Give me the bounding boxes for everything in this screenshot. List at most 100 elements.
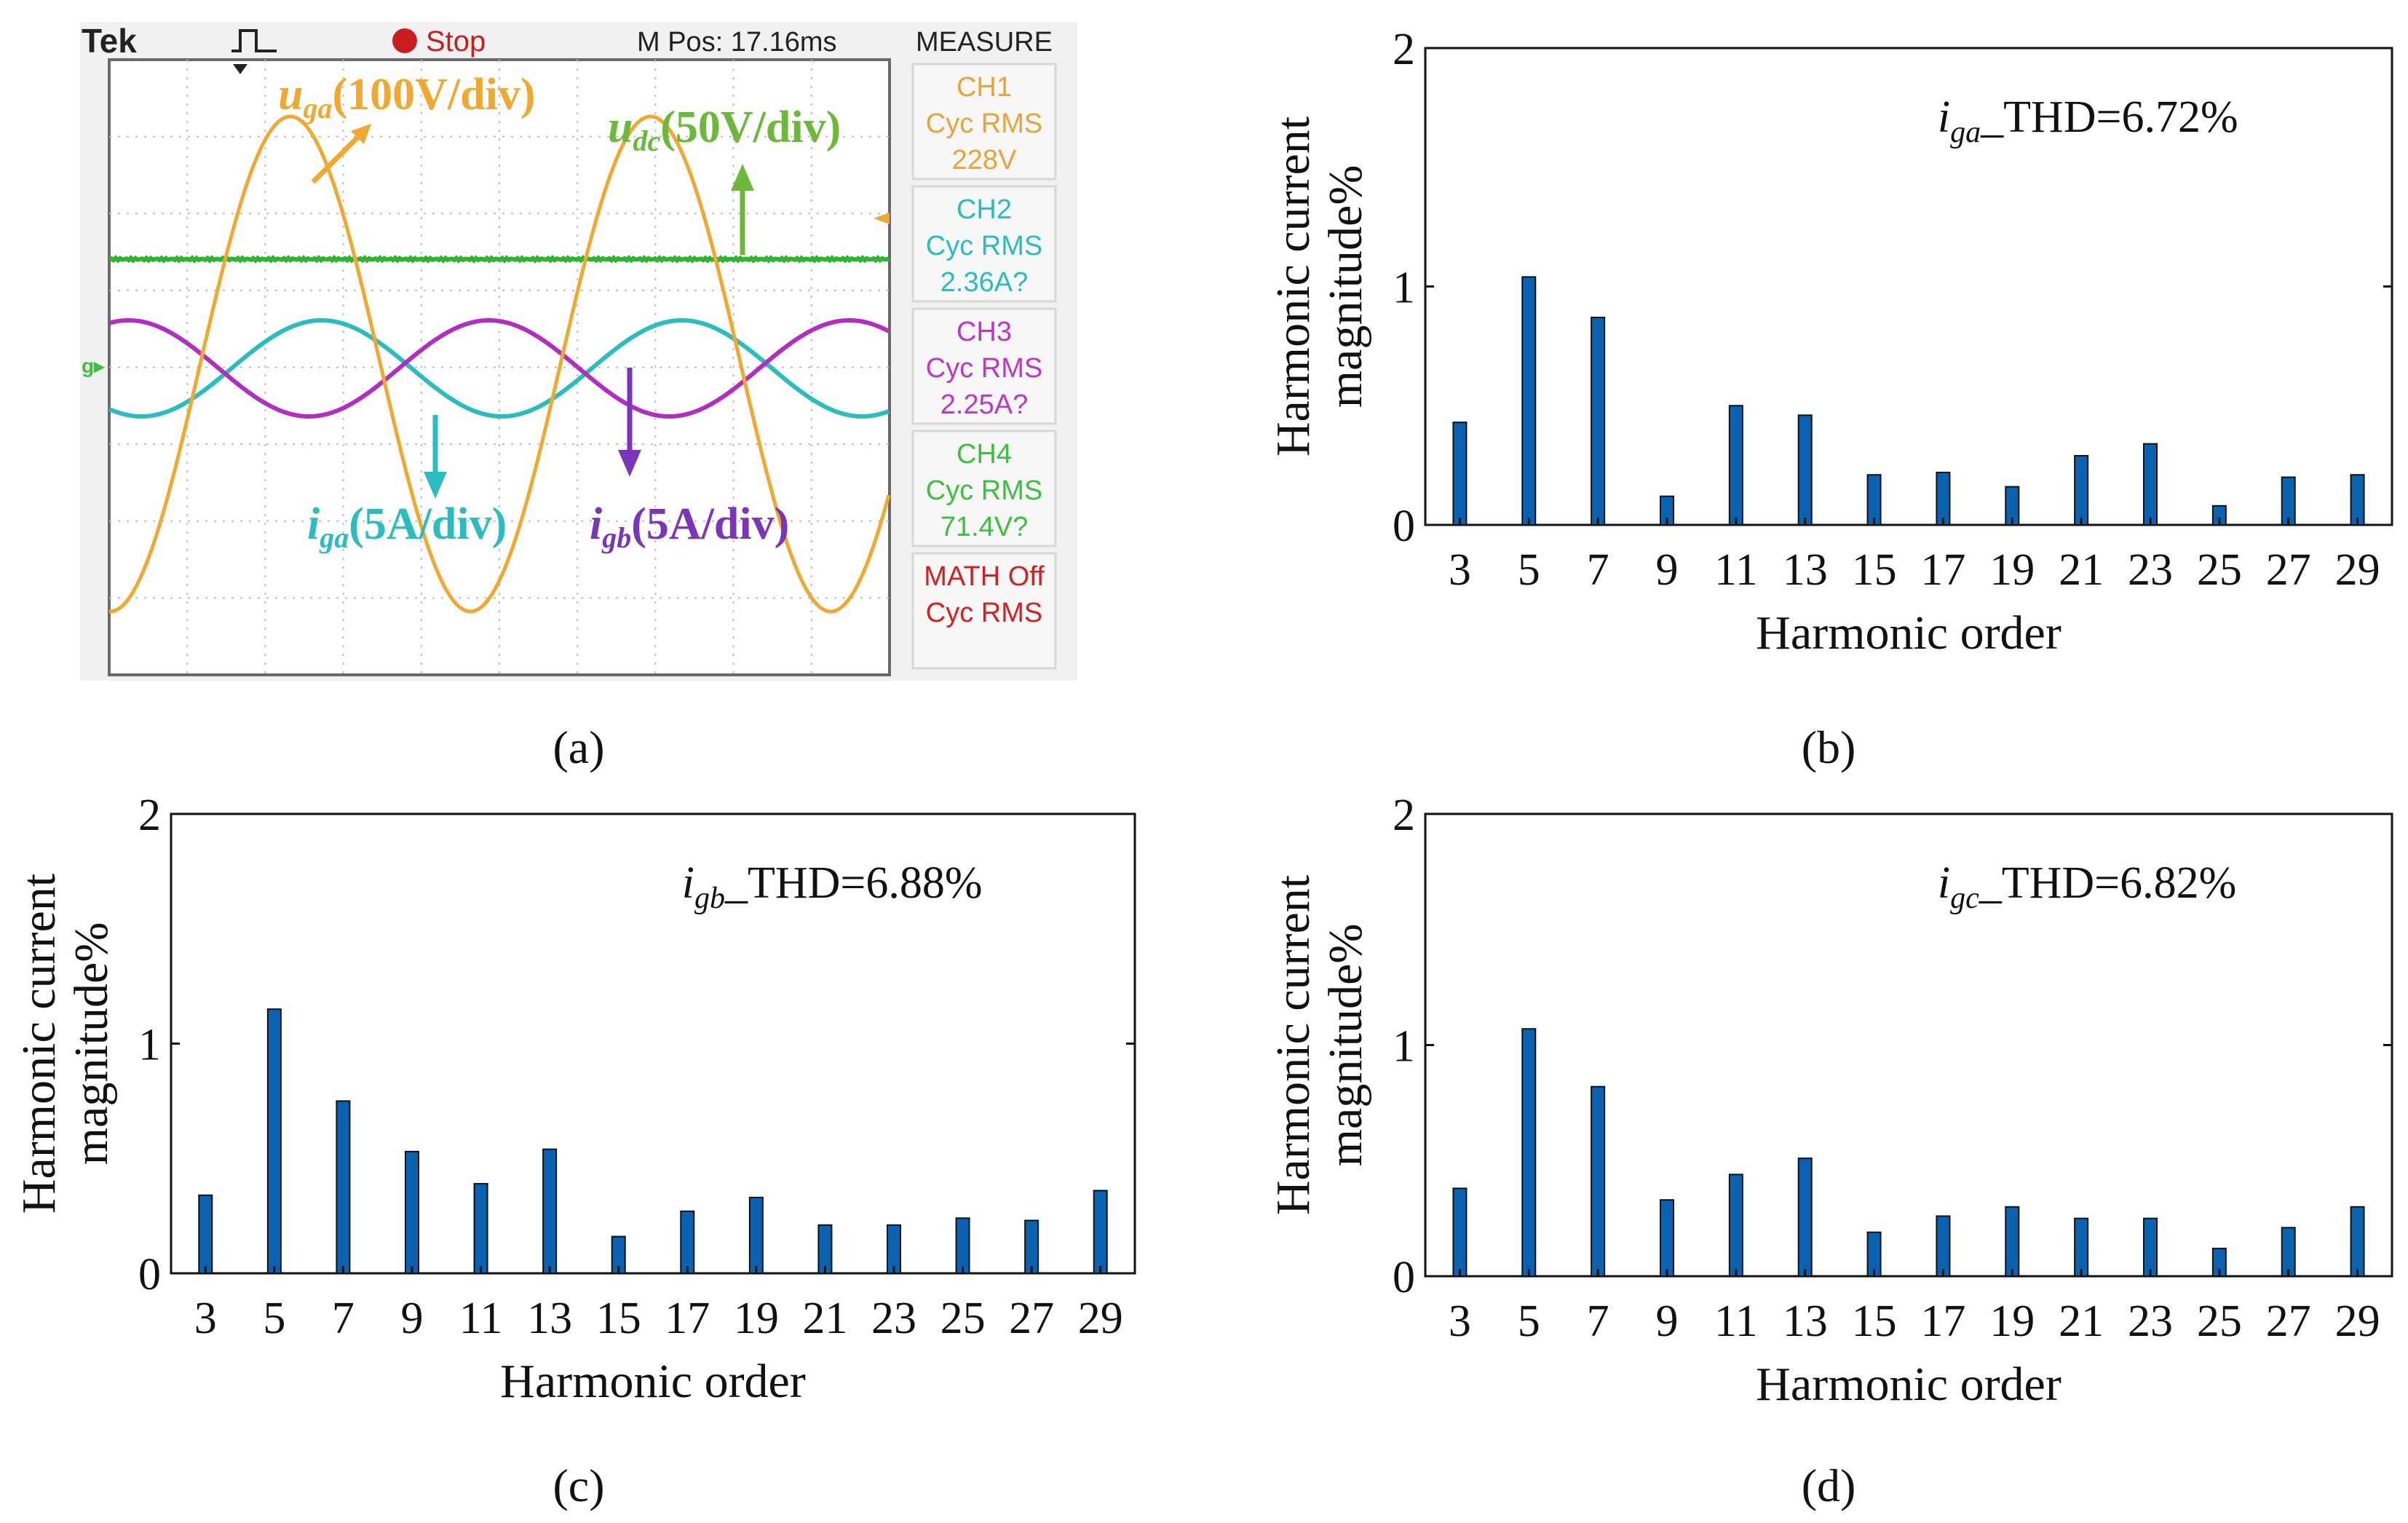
x-axis-label: Harmonic order — [500, 1355, 806, 1408]
y-axis-label: Harmonic currentmagnitude% — [12, 874, 118, 1214]
y-tick-label: 2 — [1393, 791, 1415, 840]
measure-label: Cyc RMS — [926, 108, 1042, 139]
scope-brand: Tek — [82, 22, 137, 60]
y-tick-label: 1 — [1393, 1022, 1415, 1072]
thd-annotation: igc_THD=6.82% — [1938, 858, 2236, 915]
x-tick-label: 19 — [1989, 545, 2035, 595]
x-tick-label: 27 — [2266, 1297, 2311, 1346]
bar-h5 — [266, 1008, 282, 1275]
thd-subscript: ga — [1950, 116, 1981, 149]
thd-value: _THD=6.82% — [1979, 858, 2237, 908]
measure-channel: CH4 — [957, 439, 1012, 470]
bar-h11 — [1728, 405, 1743, 526]
thd-symbol: i — [1938, 92, 1950, 142]
bar-h27 — [1024, 1219, 1039, 1275]
x-tick-label: 23 — [871, 1294, 916, 1343]
x-tick-label: 19 — [1989, 1297, 2035, 1346]
y-axis-label-line1: Harmonic current — [1267, 116, 1320, 456]
udc-arrow-head-icon — [731, 164, 754, 191]
x-tick-label: 21 — [802, 1294, 847, 1343]
x-tick-label: 9 — [1656, 545, 1679, 595]
measure-channel: CH3 — [957, 317, 1012, 347]
x-tick-label: 15 — [596, 1294, 641, 1343]
thd-annotation: igb_THD=6.88% — [682, 858, 983, 915]
scope-state: Stop — [426, 25, 486, 58]
bar-h11 — [473, 1182, 488, 1274]
x-tick-label: 23 — [2128, 545, 2173, 595]
thd-subscript: gb — [694, 882, 725, 915]
x-tick-label: 25 — [2197, 545, 2242, 595]
x-tick-label: 25 — [940, 1294, 986, 1343]
uga-arrow-head-icon — [351, 124, 371, 144]
uga-waveform — [108, 114, 891, 614]
measure-title: MEASURE — [916, 27, 1053, 58]
panel-label-b: (b) — [1802, 721, 1856, 773]
thd-subscript: gc — [1950, 882, 1979, 915]
y-tick-label: 2 — [138, 791, 161, 840]
measure-value: 2.25A? — [940, 389, 1028, 420]
bar-h23 — [2143, 1217, 2158, 1277]
y-axis-label: Harmonic currentmagnitude% — [1267, 116, 1372, 456]
bar-h7 — [1591, 1085, 1606, 1278]
bar-h5 — [1521, 1028, 1537, 1278]
iga-annotation: iga(5A/div) — [307, 499, 507, 554]
x-tick-label: 29 — [2335, 1297, 2380, 1346]
x-tick-label: 7 — [1587, 1297, 1609, 1346]
plot-frame — [170, 812, 1136, 1275]
x-tick-label: 3 — [194, 1294, 217, 1343]
x-tick-label: 27 — [1009, 1294, 1054, 1343]
y-tick-label: 2 — [1393, 25, 1415, 74]
x-tick-label: 7 — [1587, 545, 1609, 595]
x-tick-label: 27 — [2266, 545, 2311, 595]
panel-label-c: (c) — [553, 1460, 604, 1511]
x-axis-label: Harmonic order — [1756, 606, 2062, 660]
measure-box — [911, 307, 1057, 425]
plot-frame — [1424, 812, 2393, 1278]
bar-h3 — [1452, 422, 1468, 526]
thd-annotation: iga_THD=6.72% — [1938, 92, 2238, 149]
y-axis-label-line2: magnitude% — [65, 922, 118, 1166]
x-tick-label: 13 — [1783, 545, 1828, 595]
iga-arrow-head-icon — [424, 472, 447, 499]
y-axis-label-line2: magnitude% — [1319, 165, 1372, 408]
x-tick-label: 29 — [2335, 545, 2380, 595]
measure-channel: MATH Off — [924, 561, 1045, 592]
x-tick-label: 9 — [1656, 1297, 1679, 1346]
x-tick-label: 7 — [332, 1294, 355, 1343]
iga-waveform — [108, 318, 890, 419]
udc-annotation: udc(50V/div) — [608, 103, 841, 157]
x-tick-label: 11 — [1714, 1297, 1758, 1346]
x-tick-label: 11 — [459, 1294, 503, 1343]
thd-value: _THD=6.88% — [724, 858, 983, 908]
igb-annot-symbol: i — [590, 499, 602, 549]
x-tick-label: 21 — [2059, 1297, 2104, 1346]
bar-h9 — [405, 1150, 419, 1275]
bar-h15 — [1866, 474, 1882, 526]
thd-symbol: i — [682, 858, 694, 908]
x-tick-label: 25 — [2197, 1297, 2242, 1346]
bar-h7 — [1591, 317, 1606, 526]
x-tick-label: 29 — [1078, 1294, 1123, 1343]
y-axis-label-line1: Harmonic current — [12, 874, 66, 1214]
bar-h21 — [2074, 455, 2089, 526]
measure-box — [911, 185, 1057, 303]
y-tick-label: 1 — [1393, 264, 1415, 313]
trigger-icon — [231, 29, 277, 52]
bar-h17 — [1936, 1215, 1951, 1277]
uga-annotation: uga(100V/div) — [278, 70, 535, 124]
oscilloscope-panel: Tek Stop M Pos: 17.16ms MEASURE CH1 Cyc R… — [80, 22, 1077, 773]
igb-annot-rest: (5A/div) — [631, 499, 789, 549]
y-tick-label: 1 — [138, 1021, 161, 1070]
x-tick-label: 17 — [665, 1294, 710, 1343]
thd-symbol: i — [1938, 858, 1950, 908]
plot-frame — [1424, 47, 2393, 526]
y-tick-label: 0 — [1393, 1253, 1415, 1302]
measure-label: Cyc RMS — [926, 353, 1042, 384]
bar-h19 — [748, 1196, 764, 1275]
x-tick-label: 5 — [1518, 1297, 1540, 1346]
udc-annot-sub: dc — [633, 124, 660, 157]
bar-h29 — [2350, 1206, 2365, 1277]
x-tick-label: 21 — [2059, 545, 2104, 595]
